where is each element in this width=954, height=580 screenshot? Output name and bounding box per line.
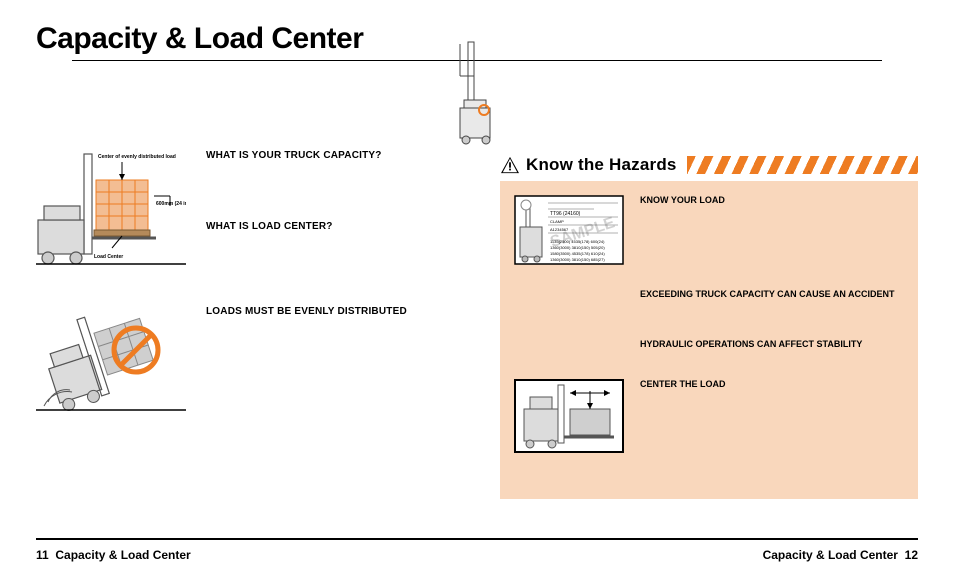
label-center-of-load: Center of evenly distributed load xyxy=(98,154,176,160)
hazard-stripes xyxy=(687,156,918,174)
tipping-illustration xyxy=(36,306,186,416)
hazard-h2: EXCEEDING TRUCK CAPACITY CAN CAUSE AN AC… xyxy=(624,289,904,299)
heading-even-distribution: LOADS MUST BE EVENLY DISTRIBUTED xyxy=(206,306,486,317)
hazard-header: Know the Hazards xyxy=(500,153,918,177)
svg-text:TT96 (24160): TT96 (24160) xyxy=(550,211,581,217)
label-load-center: Load Center xyxy=(94,254,123,260)
hazard-body: TT96 (24160) CLAMP A1234567 1135(2500) 4… xyxy=(500,181,918,499)
truck-loadcenter-illustration: Center of evenly distributed load 600mm … xyxy=(36,150,186,270)
hazard-row-know-load: TT96 (24160) CLAMP A1234567 1135(2500) 4… xyxy=(514,195,904,265)
top-center-illustration xyxy=(430,40,510,150)
page-title: Capacity & Load Center xyxy=(36,22,363,56)
hazard-h4: CENTER THE LOAD xyxy=(624,379,904,453)
row-even-distribution: LOADS MUST BE EVENLY DISTRIBUTED xyxy=(36,306,486,416)
q3-block: LOADS MUST BE EVENLY DISTRIBUTED xyxy=(186,306,486,416)
hazard-panel: Know the Hazards xyxy=(500,155,918,499)
hazard-h3: HYDRAULIC OPERATIONS CAN AFFECT STABILIT… xyxy=(624,309,904,349)
heading-load-center: WHAT IS LOAD CENTER? xyxy=(206,221,486,232)
hazard-row-center-load: CENTER THE LOAD xyxy=(514,379,904,453)
hazard-row-exceeding: EXCEEDING TRUCK CAPACITY CAN CAUSE AN AC… xyxy=(514,289,904,299)
left-column: Center of evenly distributed load 600mm … xyxy=(36,150,486,452)
row-truck-capacity: Center of evenly distributed load 600mm … xyxy=(36,150,486,270)
data-plate-illustration: TT96 (24160) CLAMP A1234567 1135(2500) 4… xyxy=(514,195,624,265)
page-title-text: Capacity & Load Center xyxy=(36,22,363,55)
svg-text:1580(3500) 4535(178) 610(2: 1580(3500) 4535(178) 610(24) xyxy=(550,251,605,256)
heading-truck-capacity: WHAT IS YOUR TRUCK CAPACITY? xyxy=(206,150,486,161)
spacer-illus-1 xyxy=(514,289,624,299)
hazard-title: Know the Hazards xyxy=(526,155,677,175)
footer: 11 Capacity & Load Center Capacity & Loa… xyxy=(0,538,954,562)
footer-left-text: Capacity & Load Center xyxy=(55,548,190,562)
q1-block: WHAT IS YOUR TRUCK CAPACITY? WHAT IS LOA… xyxy=(186,150,486,270)
footer-row: 11 Capacity & Load Center Capacity & Loa… xyxy=(36,548,918,562)
footer-right-text: Capacity & Load Center xyxy=(763,548,898,562)
warning-icon xyxy=(500,156,520,174)
footer-right: Capacity & Load Center 12 xyxy=(763,548,918,562)
footer-rule xyxy=(36,538,918,540)
svg-text:CLAMP: CLAMP xyxy=(550,219,564,224)
footer-left: 11 Capacity & Load Center xyxy=(36,548,191,562)
spacer-illus-2 xyxy=(514,309,624,349)
center-load-illustration xyxy=(514,379,624,453)
hazard-h1: KNOW YOUR LOAD xyxy=(624,195,904,265)
hazard-row-hydraulic: HYDRAULIC OPERATIONS CAN AFFECT STABILIT… xyxy=(514,309,904,349)
footer-left-num: 11 xyxy=(36,548,49,562)
page: Capacity & Load Center xyxy=(0,0,954,580)
footer-right-num: 12 xyxy=(905,548,918,562)
label-600mm: 600mm (24 in.) Max xyxy=(156,201,186,207)
svg-text:1360(3000) 3810(150) 685(2: 1360(3000) 3810(150) 685(27) xyxy=(550,257,605,262)
